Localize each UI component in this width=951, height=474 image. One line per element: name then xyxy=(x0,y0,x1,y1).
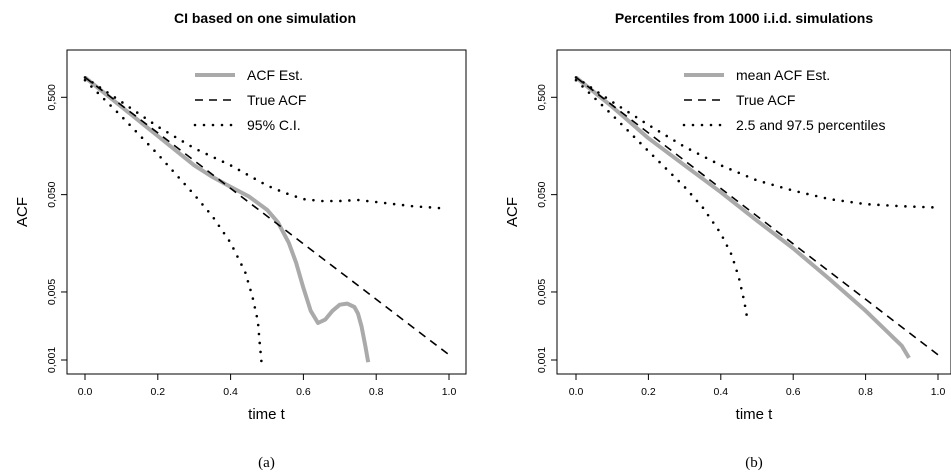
x-tick-label: 0.8 xyxy=(858,386,873,398)
x-tick-label: 1.0 xyxy=(442,386,457,398)
plot-frame xyxy=(556,49,951,375)
series-line-true-acf xyxy=(84,76,450,356)
chart-title: Percentiles from 1000 i.i.d. simulations xyxy=(615,10,874,26)
panel-caption: (b) xyxy=(745,455,763,471)
x-tick-label: 0.6 xyxy=(296,386,311,398)
x-axis-label: time t xyxy=(736,406,774,423)
series-line-true-acf xyxy=(575,76,939,356)
y-tick-label: 0,001 xyxy=(46,347,58,373)
legend-label: True ACF xyxy=(736,92,795,108)
legend-label: mean ACF Est. xyxy=(736,67,830,83)
plot-frame xyxy=(66,49,467,375)
x-tick-label: 0.6 xyxy=(786,386,801,398)
legend: mean ACF Est. True ACF 2.5 and 97.5 percen… xyxy=(682,67,885,133)
legend-label: 2.5 and 97.5 percentiles xyxy=(736,117,885,133)
x-tick-label: 0.8 xyxy=(369,386,384,398)
series-line-acf-est xyxy=(83,75,371,363)
y-tick-label: 0,500 xyxy=(46,84,58,110)
x-tick-label: 1.0 xyxy=(931,386,946,398)
x-tick-label: 0.0 xyxy=(569,386,584,398)
series-line-mean-acf-est xyxy=(574,75,911,359)
series-line-2-5-percentile-lower xyxy=(574,78,750,325)
chart-title: CI based on one simulation xyxy=(174,10,356,26)
panel-caption: (a) xyxy=(258,455,275,471)
y-tick-label: 0,050 xyxy=(536,181,548,207)
y-tick-label: 0,001 xyxy=(536,347,548,373)
series-line-95-c-i-lower xyxy=(83,78,263,364)
x-axis-label: time t xyxy=(248,406,286,423)
legend-label: 95% C.I. xyxy=(247,117,301,133)
y-tick-label: 0,005 xyxy=(46,279,58,305)
series-line-95-c-i xyxy=(83,76,447,210)
legend: ACF Est. True ACF 95% C.I. xyxy=(193,67,306,133)
legend-label: True ACF xyxy=(247,92,306,108)
x-tick-label: 0.4 xyxy=(713,386,728,398)
y-axis-label: ACF xyxy=(14,197,31,227)
panel-b: Percentiles from 1000 i.i.d. simulations… xyxy=(504,10,951,471)
x-tick-label: 0.2 xyxy=(641,386,656,398)
x-tick-label: 0.0 xyxy=(78,386,93,398)
x-tick-label: 0.2 xyxy=(150,386,165,398)
legend-label: ACF Est. xyxy=(247,67,303,83)
panel-a: CI based on one simulation 0.0 0.2 0.4 0.6 0.… xyxy=(14,10,467,471)
y-tick-label: 0,005 xyxy=(536,279,548,305)
y-axis-label: ACF xyxy=(504,197,521,227)
y-tick-label: 0,050 xyxy=(46,181,58,207)
series-line-2-5-and-97-5-percentiles xyxy=(574,76,936,209)
x-tick-label: 0.4 xyxy=(223,386,238,398)
y-tick-label: 0,500 xyxy=(536,84,548,110)
